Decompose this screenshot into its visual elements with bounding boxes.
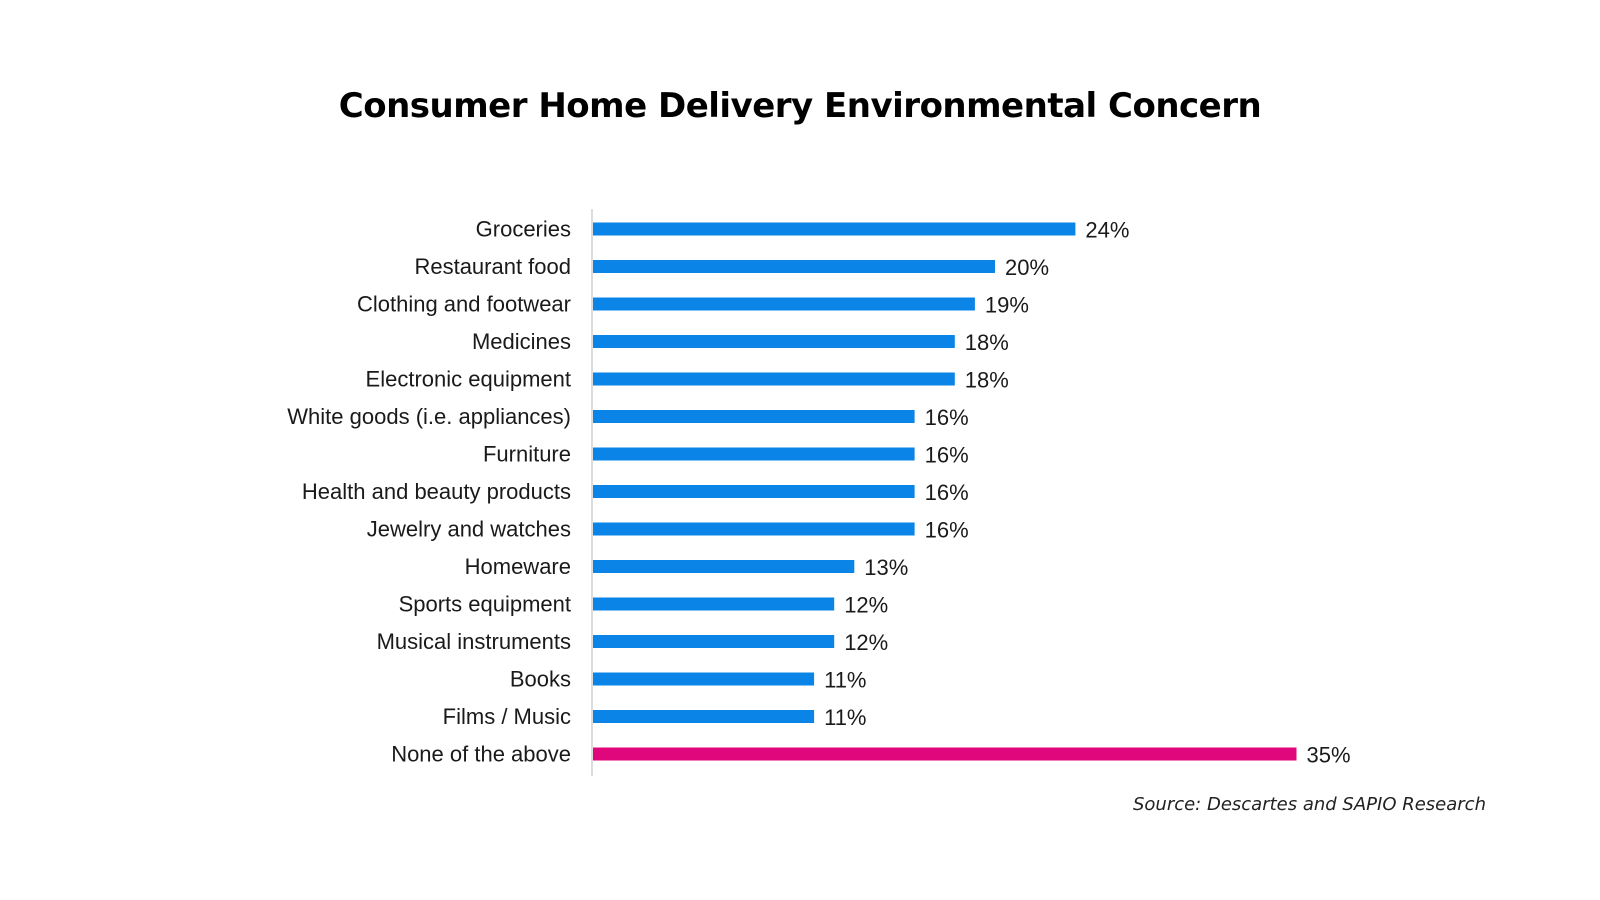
bar xyxy=(593,710,815,723)
bar xyxy=(593,635,835,648)
bar xyxy=(593,335,955,348)
value-label: 20% xyxy=(1005,255,1049,280)
bar xyxy=(593,297,975,311)
bar xyxy=(593,522,915,536)
category-label: Furniture xyxy=(483,442,571,467)
value-label: 35% xyxy=(1307,743,1351,768)
category-label: Musical instruments xyxy=(377,629,571,654)
bar-highlight xyxy=(593,747,1297,761)
category-label: Electronic equipment xyxy=(366,367,571,392)
bar xyxy=(593,485,915,498)
category-label: Restaurant food xyxy=(414,254,571,279)
bar xyxy=(593,260,995,273)
value-label: 11% xyxy=(824,705,866,730)
category-label: Groceries xyxy=(476,217,571,242)
category-label: Health and beauty products xyxy=(302,479,571,504)
chart-title: Consumer Home Delivery Environmental Con… xyxy=(338,86,1262,126)
value-label: 24% xyxy=(1085,218,1129,243)
value-label: 16% xyxy=(925,443,969,468)
bar xyxy=(593,597,835,611)
bar xyxy=(593,410,915,423)
category-label: Books xyxy=(510,667,571,692)
value-label: 18% xyxy=(965,368,1009,393)
bar xyxy=(593,372,955,386)
value-label: 12% xyxy=(844,593,888,618)
value-label: 12% xyxy=(844,630,888,655)
bar xyxy=(593,447,915,461)
value-label: 16% xyxy=(925,405,969,430)
value-label: 18% xyxy=(965,330,1009,355)
category-label: Films / Music xyxy=(443,704,571,729)
category-label: White goods (i.e. appliances) xyxy=(287,404,571,429)
category-label: Medicines xyxy=(472,329,571,354)
value-label: 19% xyxy=(985,293,1029,318)
category-label: Clothing and footwear xyxy=(357,292,571,317)
value-label: 16% xyxy=(925,480,969,505)
value-label: 16% xyxy=(925,518,969,543)
value-label: 13% xyxy=(864,555,908,580)
bar xyxy=(593,222,1076,236)
category-label: Jewelry and watches xyxy=(367,517,571,542)
category-label: None of the above xyxy=(391,742,571,767)
bar xyxy=(593,560,855,573)
source-note: Source: Descartes and SAPIO Research xyxy=(1132,794,1486,815)
value-label: 11% xyxy=(824,668,866,693)
bars-layer: Groceries 24% Restaurant food 20% Clothing a… xyxy=(287,217,1350,768)
category-label: Sports equipment xyxy=(399,592,571,617)
category-label: Homeware xyxy=(465,554,571,579)
bar xyxy=(593,672,815,686)
